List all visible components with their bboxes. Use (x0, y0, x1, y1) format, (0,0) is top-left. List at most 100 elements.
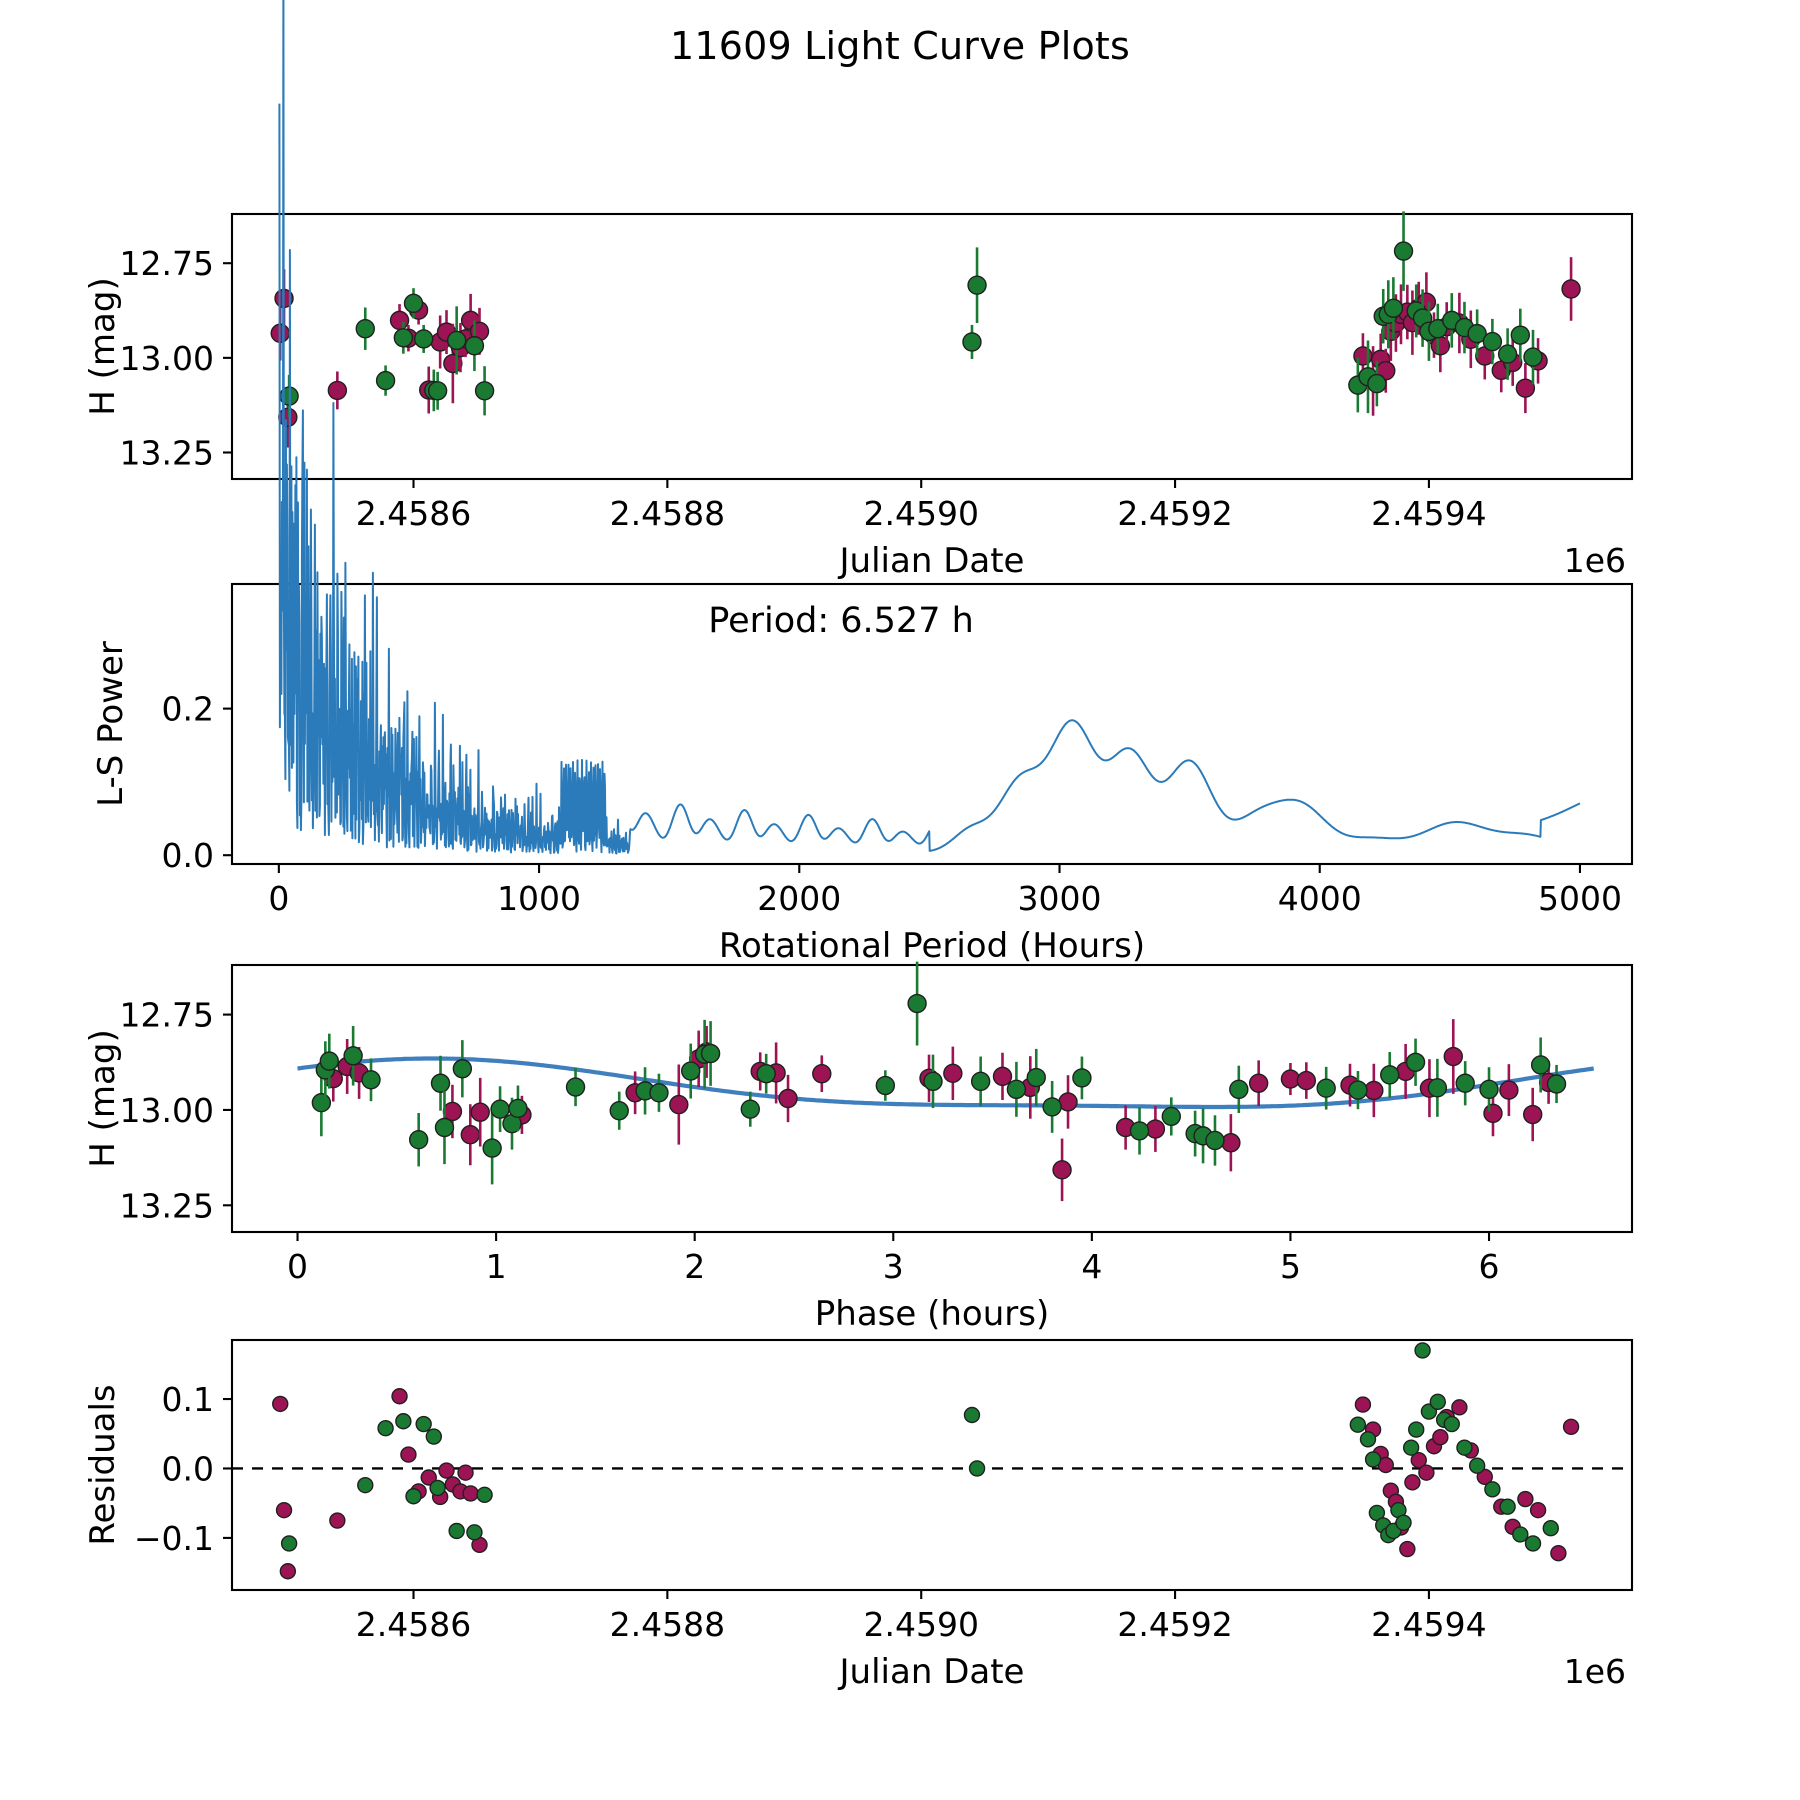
y-tick-label: 0.0 (162, 836, 214, 875)
data-point (1546, 1074, 1567, 1094)
data-point (1482, 331, 1503, 352)
data-point (1145, 1119, 1166, 1139)
data-point (1296, 1070, 1317, 1091)
y-axis-label: H (mag) (83, 1029, 123, 1167)
data-point (1359, 1431, 1377, 1448)
data-point (462, 1485, 479, 1502)
data-point (355, 319, 375, 339)
x-tick-label: 2.4594 (1371, 1605, 1486, 1644)
data-point (427, 381, 448, 401)
data-point (361, 1070, 381, 1090)
data-point (1354, 1396, 1372, 1413)
x-tick-label: 5 (1280, 1247, 1301, 1286)
data-point (565, 1077, 586, 1097)
data-point (327, 380, 348, 401)
x-axis-label: Julian Date (838, 1652, 1025, 1692)
x-tick-label: 2.4588 (610, 1605, 725, 1644)
data-point (275, 1501, 293, 1519)
data-point (1499, 1498, 1516, 1515)
panel-residuals: 2.4586 2.4588 2.4590 2.4592 2.4594 −0.1 0.0 0.1… (83, 1338, 1634, 1692)
x-axis-offset-label: 1e6 (1564, 1652, 1626, 1691)
sinusoid-fit-curve (297, 1056, 1595, 1110)
data-point (272, 1395, 289, 1413)
y-axis-label: H (mag) (83, 277, 123, 415)
data-point (1349, 1416, 1367, 1433)
data-point (1512, 1526, 1529, 1543)
data-point (963, 1406, 981, 1424)
data-point (967, 275, 987, 295)
data-point (452, 1059, 473, 1079)
data-point (408, 1129, 429, 1150)
data-point (442, 1101, 463, 1122)
data-point (457, 1464, 474, 1481)
x-tick-label: 2.4592 (1117, 494, 1232, 533)
data-point (1510, 325, 1531, 345)
data-point (280, 1535, 298, 1552)
data-point (1499, 1080, 1519, 1100)
data-point (1483, 1103, 1503, 1124)
data-point (482, 1138, 502, 1158)
data-point (1562, 1418, 1580, 1436)
data-point (649, 1083, 669, 1103)
x-tick-label: 2 (684, 1247, 705, 1286)
y-tick-label: 0.2 (162, 690, 214, 729)
data-point (1380, 1065, 1400, 1085)
x-tick-label: 3000 (1018, 879, 1102, 918)
data-point (970, 1071, 991, 1092)
panel-phase: 0 1 2 3 4 5 6 12.75 13.00 13.25 Phase (hours) H (ma… (83, 961, 1634, 1334)
data-point (1052, 1160, 1072, 1180)
x-tick-label: 5000 (1538, 879, 1622, 918)
data-point (1524, 1535, 1542, 1552)
data-point (968, 1460, 986, 1477)
data-point (474, 381, 495, 401)
data-point (434, 1117, 455, 1138)
data-point (681, 1061, 701, 1081)
figure-title: 11609 Light Curve Plots (669, 24, 1131, 68)
data-point (1414, 1342, 1431, 1359)
data-point (943, 1063, 963, 1084)
data-point (377, 1419, 394, 1437)
data-point (1383, 298, 1404, 318)
data-point (1364, 1451, 1382, 1468)
x-tick-label: 2.4592 (1117, 1605, 1232, 1644)
data-point (1429, 1393, 1447, 1411)
data-point (403, 293, 424, 314)
x-axis-label: Phase (hours) (815, 1294, 1049, 1334)
data-point (430, 1073, 451, 1093)
data-point (448, 1522, 465, 1540)
y-axis-label: L-S Power (91, 641, 131, 807)
data-point (405, 1488, 422, 1505)
data-point (429, 1479, 446, 1497)
y-tick-label: −0.1 (134, 1519, 214, 1558)
data-point (375, 370, 396, 391)
data-point (1479, 1079, 1499, 1100)
data-point (1523, 1104, 1543, 1125)
data-point (446, 330, 467, 351)
data-point (1399, 1540, 1416, 1558)
y-tick-label: 12.75 (120, 996, 214, 1035)
data-point (700, 1043, 721, 1064)
data-point (1205, 1130, 1225, 1151)
data-point (1497, 344, 1518, 364)
x-tick-label: 1 (486, 1247, 507, 1286)
data-point (1248, 1073, 1269, 1093)
data-point (343, 1046, 363, 1066)
x-axis-label: Rotational Period (Hours) (719, 926, 1145, 966)
data-point (1408, 1421, 1425, 1438)
data-point (778, 1088, 798, 1109)
series-green-band (280, 1342, 1559, 1552)
y-axis-label: Residuals (83, 1384, 123, 1545)
data-point (1467, 323, 1487, 344)
data-point (1042, 1097, 1062, 1117)
data-point (1529, 1501, 1547, 1519)
data-point (279, 1563, 297, 1580)
data-point (393, 328, 414, 348)
x-tick-label: 2.4586 (356, 1605, 471, 1644)
data-point (420, 1469, 437, 1486)
data-point (1561, 279, 1581, 299)
data-point (415, 1415, 432, 1433)
data-point (1451, 1399, 1468, 1416)
data-point (1443, 1046, 1463, 1067)
data-point (1026, 1067, 1046, 1088)
